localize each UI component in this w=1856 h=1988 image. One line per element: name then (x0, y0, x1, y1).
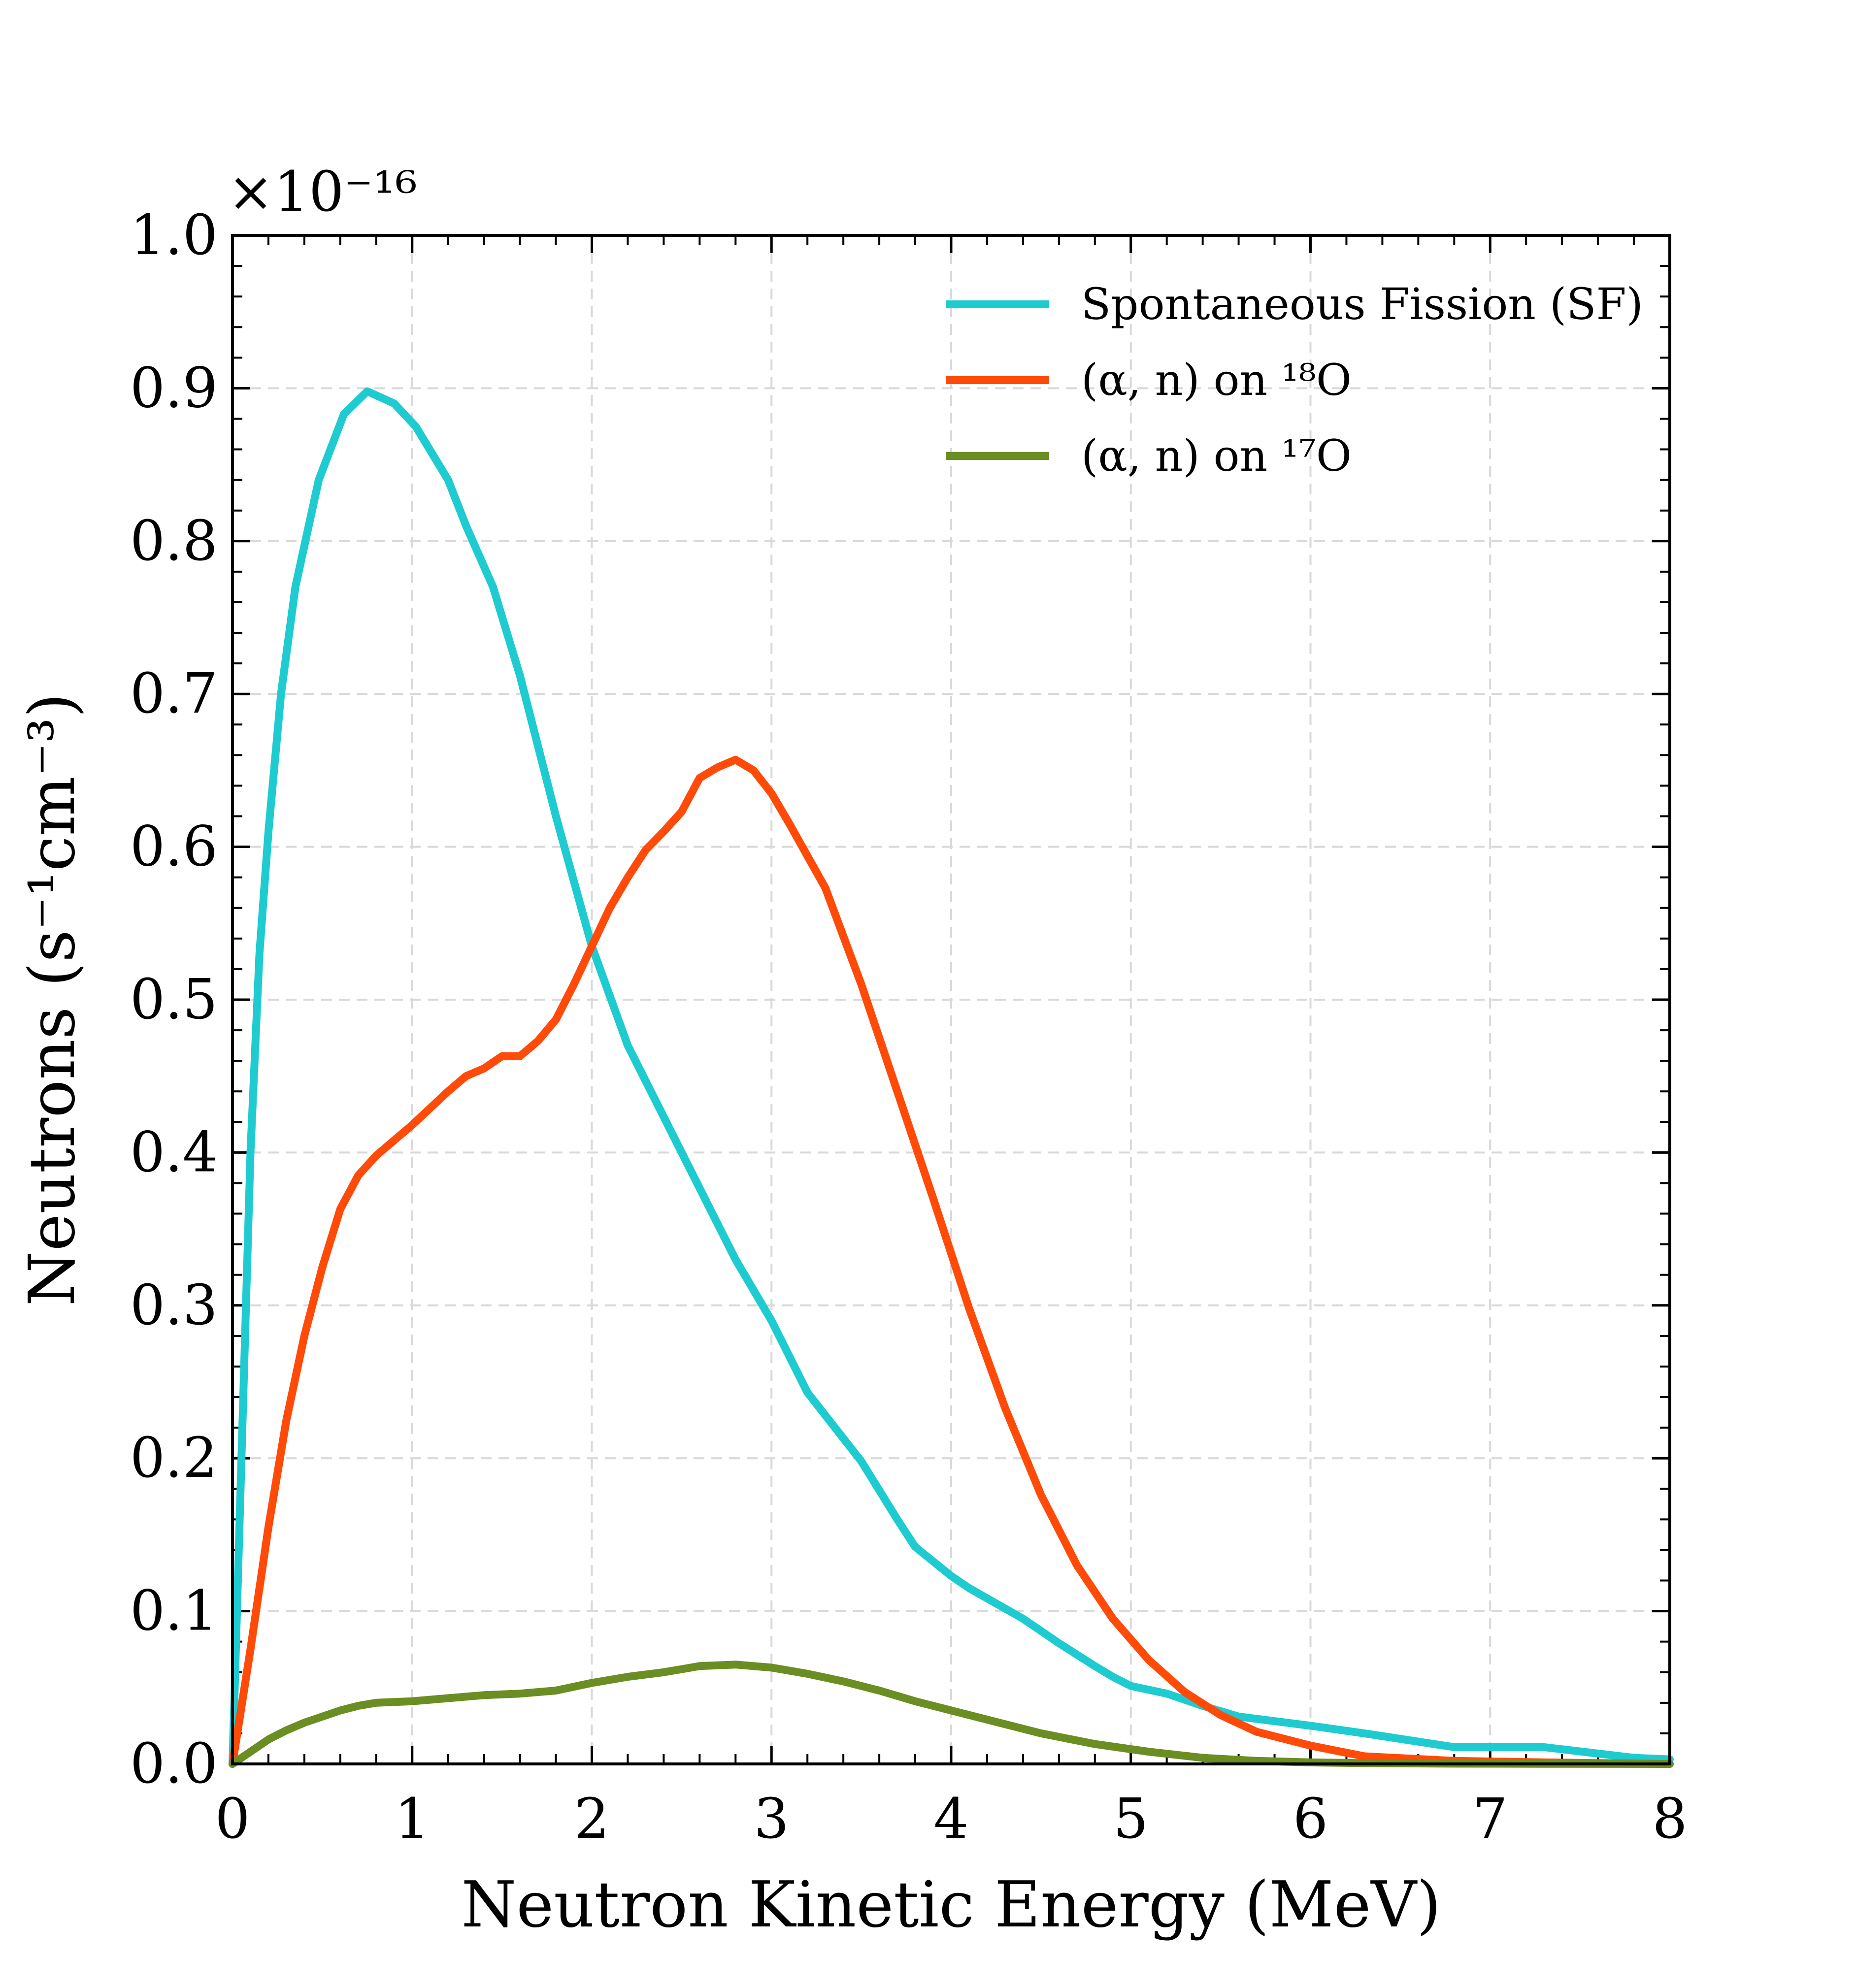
y-tick-label: 0.9 (130, 356, 218, 420)
legend: Spontaneous Fission (SF) (α, n) on ¹⁸O (… (946, 279, 1643, 481)
y-tick-label: 0.3 (130, 1273, 218, 1337)
legend-label-alpha-n-o18: (α, n) on ¹⁸O (1081, 355, 1352, 405)
y-tick-label: 0.2 (130, 1426, 218, 1490)
legend-label-alpha-n-o17: (α, n) on ¹⁷O (1081, 430, 1352, 481)
y-tick-label: 0.1 (130, 1579, 218, 1643)
x-tick-label: 3 (754, 1787, 789, 1851)
x-tick-label: 8 (1652, 1787, 1687, 1851)
series-line-alpha-n-o18 (229, 755, 1674, 1768)
y-tick-label: 0.5 (130, 968, 218, 1032)
x-tick-label: 6 (1293, 1787, 1328, 1851)
x-tick-label: 7 (1473, 1787, 1508, 1851)
y-axis-title: Neutrons (s⁻¹cm⁻³) (16, 693, 89, 1306)
series-line-sf (229, 387, 1674, 1768)
y-scale-multiplier: ×10⁻¹⁶ (228, 160, 417, 224)
series-layer (229, 387, 1674, 1768)
y-tick-label: 0.8 (130, 509, 218, 573)
y-tick-label: 1.0 (130, 203, 218, 267)
x-tick-label: 0 (215, 1787, 250, 1851)
x-tick-label: 2 (574, 1787, 609, 1851)
x-tick-label: 4 (933, 1787, 968, 1851)
y-tick-label: 0.0 (130, 1732, 218, 1796)
y-tick-label: 0.7 (130, 662, 218, 726)
y-tick-label: 0.6 (130, 815, 218, 879)
legend-label-sf: Spontaneous Fission (SF) (1081, 279, 1643, 329)
x-axis-title: Neutron Kinetic Energy (MeV) (461, 1868, 1441, 1942)
plot-frame (231, 234, 1671, 1765)
grid-layer (232, 235, 1670, 1764)
minor-tick-layer (232, 235, 1670, 1764)
tick-layer: 0 1 2 3 4 5 6 7 8 0.0 0.1 0.2 0.3 0.4 0.5 0.6 0.7 0.8 0.9 1… (130, 203, 1688, 1851)
series-line-alpha-n-o17 (229, 1661, 1674, 1768)
y-tick-label: 0.4 (130, 1120, 218, 1184)
x-tick-label: 1 (395, 1787, 430, 1851)
x-tick-label: 5 (1113, 1787, 1148, 1851)
